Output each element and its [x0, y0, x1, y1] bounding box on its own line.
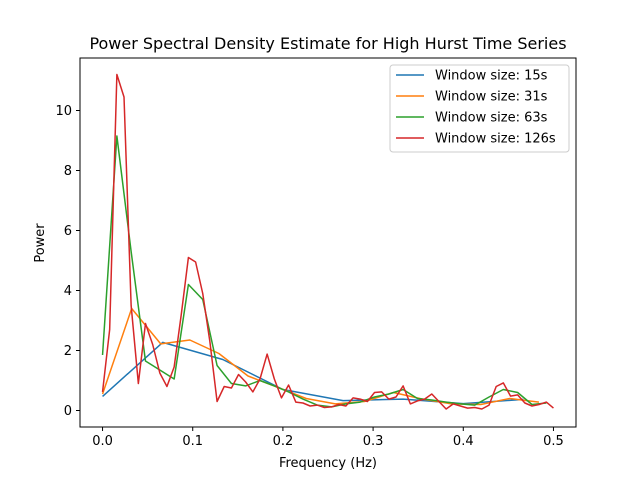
y-tick-label: 6: [64, 224, 72, 239]
y-tick-label: 10: [55, 104, 72, 119]
legend-box: [389, 64, 570, 153]
chart-title: Power Spectral Density Estimate for High…: [89, 34, 566, 53]
legend-entry-label: Window size: 126s: [435, 132, 556, 147]
legend: Window size: 15s Window size: 31s Window s…: [389, 64, 570, 153]
x-axis-label: Frequency (Hz): [279, 456, 377, 471]
plot-area: [79, 57, 577, 428]
y-axis-ticks: 0 2 4 6 8 10: [55, 104, 80, 419]
y-tick-label: 0: [64, 404, 72, 419]
y-axis-label: Power: [33, 223, 48, 263]
y-tick-label: 2: [64, 344, 72, 359]
legend-entry-label: Window size: 31s: [435, 90, 548, 105]
y-tick-label: 8: [64, 164, 72, 179]
x-axis-ticks: 0.0 0.1 0.2 0.3 0.4 0.5: [92, 427, 564, 449]
x-tick-label: 0.5: [543, 434, 564, 449]
y-tick-label: 4: [64, 284, 72, 299]
x-tick-label: 0.3: [363, 434, 384, 449]
x-tick-label: 0.1: [182, 434, 203, 449]
x-tick-label: 0.2: [273, 434, 294, 449]
series-line-1: [101, 307, 540, 406]
axes-frame: [79, 57, 577, 428]
legend-entry-label: Window size: 63s: [435, 111, 548, 126]
x-tick-label: 0.0: [92, 434, 113, 449]
series-line-2: [101, 135, 547, 408]
series-line-3: [101, 73, 554, 410]
legend-entry-label: Window size: 15s: [435, 69, 548, 84]
legend-entries: Window size: 15s Window size: 31s Window s…: [396, 69, 556, 147]
series-layer: [101, 73, 554, 410]
x-tick-label: 0.4: [453, 434, 474, 449]
